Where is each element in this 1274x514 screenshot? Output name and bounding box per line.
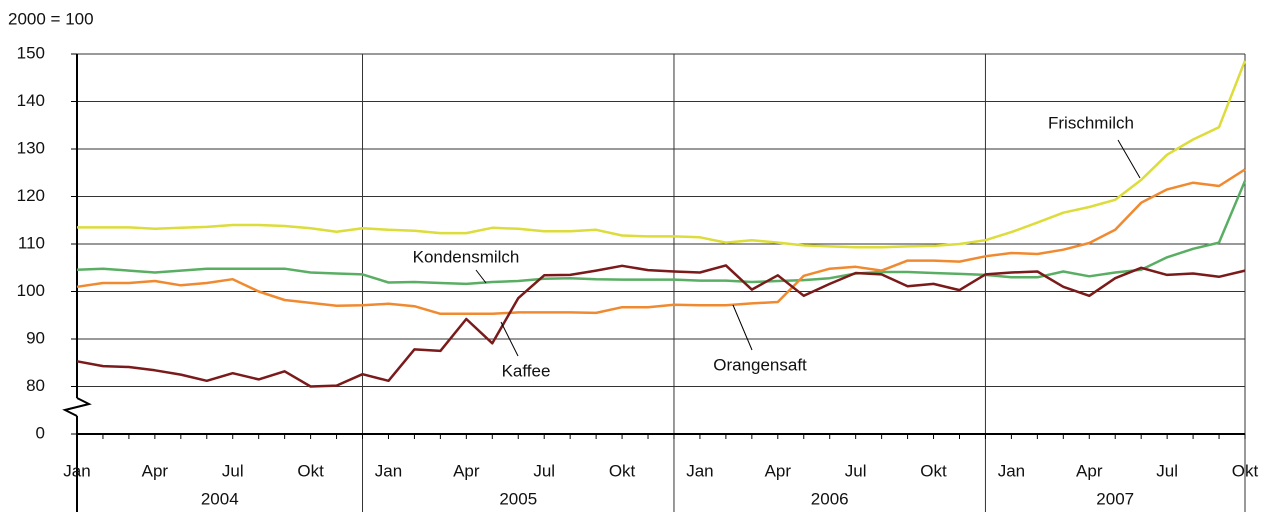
- leader-line: [1117, 139, 1141, 179]
- y-tick-label: 0: [36, 423, 45, 442]
- year-label: 2007: [1096, 489, 1134, 508]
- x-tick-label: Apr: [142, 461, 169, 480]
- series-label: Frischmilch: [1048, 113, 1134, 132]
- y-tick-label: 110: [18, 233, 45, 252]
- x-tick-label: Okt: [920, 461, 947, 480]
- x-tick-label: Jan: [686, 461, 713, 480]
- series-label: Kaffee: [502, 361, 551, 380]
- leader-line: [475, 269, 487, 284]
- x-tick-label: Jul: [533, 461, 555, 480]
- series-label: Kondensmilch: [413, 247, 520, 266]
- x-tick-label: Jan: [998, 461, 1025, 480]
- x-tick-label: Jan: [63, 461, 90, 480]
- series-line: [76, 264, 1246, 388]
- y-axis-unit: 2000 = 100: [8, 9, 94, 28]
- x-tick-label: Apr: [765, 461, 792, 480]
- leader-line: [732, 304, 753, 351]
- series-label: Orangensaft: [713, 355, 807, 374]
- x-tick-label: Jan: [375, 461, 402, 480]
- x-tick-label: Jul: [1156, 461, 1178, 480]
- x-tick-label: Okt: [297, 461, 324, 480]
- leader-line: [500, 321, 519, 357]
- series-line: [76, 168, 1246, 316]
- y-tick-label: 140: [17, 91, 45, 110]
- x-tick-label: Jul: [845, 461, 867, 480]
- y-tick-label: 130: [17, 138, 45, 157]
- series-line: [77, 60, 1247, 249]
- y-tick-label: 100: [17, 281, 45, 300]
- x-tick-label: Apr: [1076, 461, 1103, 480]
- year-label: 2006: [811, 489, 849, 508]
- y-tick-label: 90: [26, 328, 45, 347]
- y-tick-label: 120: [17, 186, 45, 205]
- y-tick-label: 150: [17, 43, 45, 62]
- y-tick-label: 80: [26, 376, 45, 395]
- x-tick-label: Apr: [453, 461, 480, 480]
- year-label: 2004: [201, 489, 239, 508]
- x-tick-label: Okt: [1232, 461, 1259, 480]
- axis-break: [62, 397, 92, 417]
- series-line: [76, 180, 1247, 286]
- x-tick-label: Jul: [222, 461, 244, 480]
- x-tick-label: Okt: [609, 461, 636, 480]
- year-label: 2005: [499, 489, 537, 508]
